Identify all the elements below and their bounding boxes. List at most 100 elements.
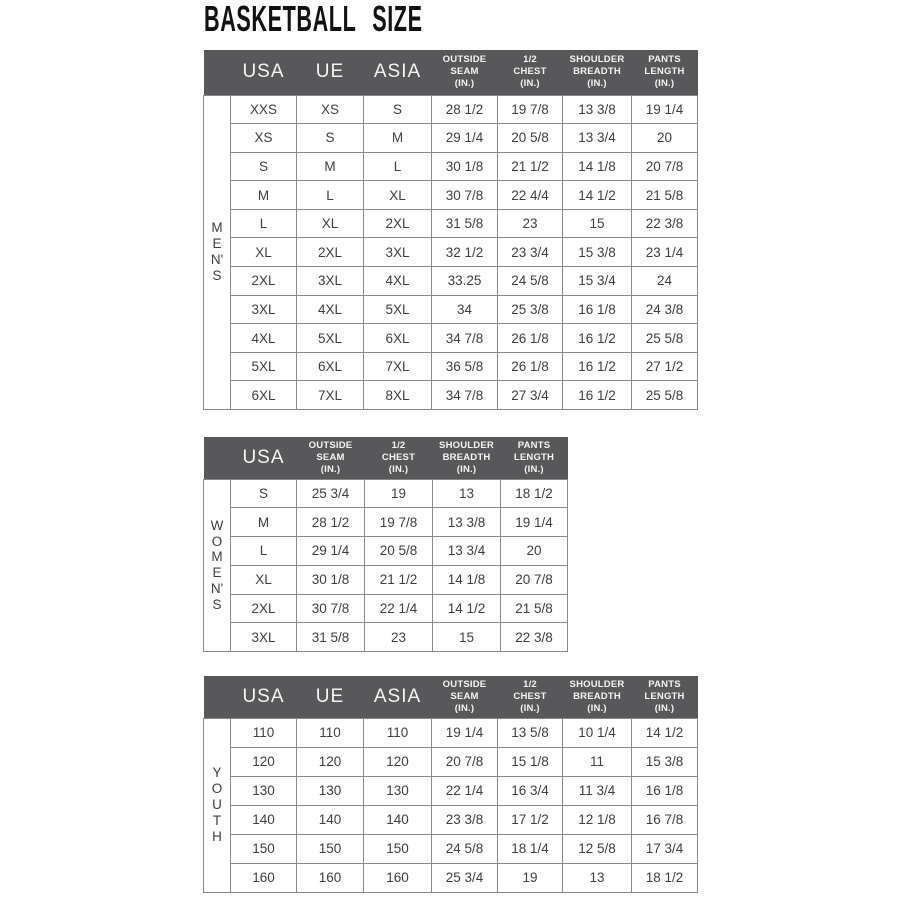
column-header: ASIA (363, 50, 432, 95)
table-cell: 3XL (230, 294, 297, 325)
table-cell: XL (296, 208, 364, 239)
column-header: SHOULDER BREADTH (IN.) (562, 676, 632, 718)
column-header: USA (230, 50, 297, 95)
table-cell: 21 1/2 (364, 564, 433, 595)
table-cell: 36 5/8 (431, 351, 498, 382)
table-cell: 25 3/4 (296, 478, 365, 509)
table-cell: 16 1/2 (562, 351, 632, 382)
table-cell: 25 3/4 (431, 862, 498, 893)
table-cell: 120 (230, 746, 297, 777)
table-cell: 6XL (230, 380, 297, 411)
table-cell: 3XL (363, 237, 432, 268)
table-cell: 29 1/4 (296, 536, 365, 566)
table-cell: M (363, 123, 432, 153)
table-row: 160 160 160 25 3/4 19 13 18 1/2 (204, 862, 698, 893)
table-cell: M (230, 507, 297, 538)
table-cell: 31 5/8 (296, 622, 365, 653)
table-row: 3XL 4XL 5XL 34 25 3/8 16 1/8 24 3/8 (204, 294, 698, 325)
table-cell: 23 3/4 (497, 237, 563, 268)
table-cell: 15 3/8 (562, 237, 632, 268)
table-cell: XS (230, 123, 297, 153)
table-cell: 18 1/4 (497, 833, 563, 864)
table-cell: 25 5/8 (631, 380, 698, 411)
column-header: USA (230, 676, 297, 718)
table-cell: 3XL (296, 266, 364, 296)
table-cell: 8XL (363, 380, 432, 411)
table-cell: 26 1/8 (497, 323, 563, 353)
column-header: 1/2 CHEST (IN.) (364, 437, 433, 479)
table-cell: 19 (497, 862, 563, 893)
table-cell: 30 7/8 (431, 180, 498, 210)
table-cell: 110 (363, 717, 432, 748)
table-cell: L (296, 180, 364, 210)
table-cell: 13 3/8 (562, 94, 632, 125)
table-cell: 30 7/8 (296, 593, 365, 624)
column-header: PANTS LENGTH (IN.) (631, 50, 698, 95)
table-cell: 18 1/2 (631, 862, 698, 893)
table-cell: 13 3/4 (562, 123, 632, 153)
table-cell: 24 5/8 (497, 266, 563, 296)
table-cell: 6XL (296, 351, 364, 382)
table-cell: 34 (431, 294, 498, 325)
table-row: M L XL 30 7/8 22 4/4 14 1/2 21 5/8 (204, 180, 698, 210)
table-row: 120 120 120 20 7/8 15 1/8 11 15 3/8 (204, 746, 698, 777)
table-cell: 33.25 (431, 266, 498, 296)
table-cell: 120 (296, 746, 364, 777)
size-table-womens: USA OUTSIDE SEAM (IN.) 1/2 CHEST (IN.) SHOU… (203, 437, 568, 653)
table-row: L 29 1/4 20 5/8 13 3/4 20 (204, 536, 568, 566)
column-header: OUTSIDE SEAM (IN.) (296, 437, 365, 479)
header-spacer (203, 676, 231, 718)
table-cell: 27 1/2 (631, 351, 698, 382)
table-cell: 17 3/4 (631, 833, 698, 864)
table-cell: 34 7/8 (431, 380, 498, 411)
table-cell: 19 7/8 (364, 507, 433, 538)
table-cell: 22 4/4 (497, 180, 563, 210)
table-cell: 25 3/8 (497, 294, 563, 325)
table-cell: 15 3/4 (562, 266, 632, 296)
size-table-mens: USA UE ASIA OUTSIDE SEAM (IN.) 1/2 CHEST (IN… (203, 50, 698, 411)
table-cell: 20 7/8 (631, 151, 698, 182)
table-cell: 160 (230, 862, 297, 893)
table-cell: 2XL (363, 208, 432, 239)
table-row: 6XL 7XL 8XL 34 7/8 27 3/4 16 1/2 25 5/8 (204, 380, 698, 411)
table-cell: 22 3/8 (631, 208, 698, 239)
header-row: USA UE ASIA OUTSIDE SEAM (IN.) 1/2 CHEST (IN… (203, 50, 698, 95)
table-row: 150 150 150 24 5/8 18 1/4 12 5/8 17 3/4 (204, 833, 698, 864)
table-cell: 28 1/2 (431, 94, 498, 125)
table-cell: XL (363, 180, 432, 210)
column-header: PANTS LENGTH (IN.) (500, 437, 568, 479)
table-cell: 23 (364, 622, 433, 653)
table-cell: XXS (230, 94, 297, 125)
table-cell: 22 1/4 (364, 593, 433, 624)
table-row: XS S M 29 1/4 20 5/8 13 3/4 20 (204, 123, 698, 153)
table-cell: 21 5/8 (631, 180, 698, 210)
table-cell: 2XL (296, 237, 364, 268)
table-cell: 19 1/4 (500, 507, 568, 538)
table-row: W O M E N' S S 25 3/4 19 13 18 1/2 (203, 478, 568, 653)
column-header: SHOULDER BREADTH (IN.) (432, 437, 501, 479)
table-cell: 20 (500, 536, 568, 566)
table-cell: 20 7/8 (431, 746, 498, 777)
table-cell: 5XL (363, 294, 432, 325)
table-row: Y O U T H 110 110 110 19 1/4 13 5/8 10 1/4 14 1… (203, 717, 698, 893)
table-cell: 34 7/8 (431, 323, 498, 353)
table-cell: 13 3/4 (432, 536, 501, 566)
table-cell: 3XL (230, 622, 297, 653)
table-cell: 110 (296, 717, 364, 748)
table-cell: 19 7/8 (497, 94, 563, 125)
table-cell: 140 (230, 804, 297, 835)
table-row: 2XL 3XL 4XL 33.25 24 5/8 15 3/4 24 (204, 266, 698, 296)
table-cell: 130 (230, 775, 297, 806)
table-cell: S (230, 478, 297, 509)
table-cell: 32 1/2 (431, 237, 498, 268)
table-cell: 22 3/8 (500, 622, 568, 653)
table-cell: 160 (296, 862, 364, 893)
table-cell: 120 (363, 746, 432, 777)
table-cell: XS (296, 94, 364, 125)
header-row: USA UE ASIA OUTSIDE SEAM (IN.) 1/2 CHEST (IN… (203, 676, 698, 718)
table-cell: 14 1/2 (562, 180, 632, 210)
table-cell: 24 3/8 (631, 294, 698, 325)
table-cell: 15 1/8 (497, 746, 563, 777)
table-cell: 19 1/4 (631, 94, 698, 125)
